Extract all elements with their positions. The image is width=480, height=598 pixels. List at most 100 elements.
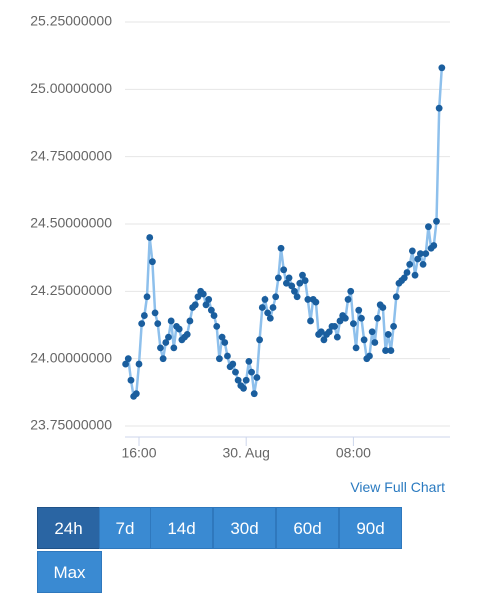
point	[360, 336, 368, 344]
x-tick-label: 08:00	[336, 445, 371, 461]
point	[256, 336, 263, 344]
y-tick-label: 24.75000000	[30, 147, 112, 163]
point	[224, 352, 231, 360]
point	[216, 355, 223, 363]
point	[285, 274, 293, 282]
point	[331, 322, 339, 330]
point	[199, 290, 207, 298]
point	[390, 322, 397, 330]
point	[269, 304, 277, 311]
point	[170, 344, 178, 352]
point	[307, 317, 314, 325]
point	[127, 376, 135, 384]
point	[325, 328, 333, 336]
point	[159, 355, 167, 363]
point	[387, 347, 395, 354]
point	[288, 282, 296, 290]
point	[417, 250, 424, 258]
point	[167, 317, 175, 325]
point	[149, 258, 156, 266]
range-button[interactable]: 14d	[150, 507, 213, 549]
point	[234, 376, 242, 384]
point	[250, 390, 258, 398]
point	[124, 355, 132, 363]
point	[296, 279, 304, 287]
point	[261, 296, 269, 303]
point	[194, 293, 202, 301]
point	[352, 344, 360, 352]
point	[358, 314, 365, 322]
point	[277, 244, 285, 252]
point	[242, 376, 250, 384]
point	[333, 333, 341, 341]
point	[312, 298, 320, 306]
point	[366, 352, 373, 360]
range-button[interactable]: 60d	[276, 507, 339, 549]
point	[368, 328, 376, 336]
point	[371, 339, 379, 346]
point	[408, 247, 416, 255]
point	[146, 234, 154, 241]
point	[266, 314, 274, 322]
range-button[interactable]: 90d	[339, 507, 402, 549]
y-tick-label: 24.25000000	[30, 282, 112, 298]
point	[438, 64, 446, 72]
point	[175, 325, 183, 333]
point	[143, 293, 151, 301]
point	[355, 306, 363, 314]
point	[253, 374, 261, 381]
x-tick-label: 30. Aug	[222, 445, 270, 461]
range-button[interactable]: 30d	[213, 507, 276, 549]
point	[245, 357, 253, 365]
point	[258, 304, 266, 311]
point	[283, 279, 290, 287]
point	[317, 328, 325, 336]
point	[384, 331, 392, 338]
point	[320, 336, 328, 344]
point	[264, 309, 272, 317]
point	[229, 360, 237, 368]
point	[406, 261, 414, 268]
point	[218, 333, 226, 341]
point	[379, 304, 387, 311]
point	[213, 322, 221, 330]
point	[336, 317, 344, 325]
point	[248, 368, 255, 376]
range-button[interactable]: Max	[37, 551, 102, 593]
point	[425, 223, 432, 231]
y-tick-label: 25.25000000	[30, 13, 112, 29]
point	[301, 277, 309, 284]
view-full-chart-link[interactable]: View Full Chart	[350, 479, 445, 495]
point	[430, 242, 438, 249]
point	[240, 384, 247, 392]
y-tick-label: 25.00000000	[30, 80, 112, 96]
point	[202, 301, 210, 309]
point	[210, 312, 218, 319]
y-tick-label: 24.00000000	[30, 349, 112, 365]
point	[422, 250, 430, 258]
point	[435, 104, 443, 112]
point	[304, 296, 312, 303]
point	[274, 274, 282, 282]
point	[344, 296, 352, 303]
range-button[interactable]: 24h	[37, 507, 100, 549]
point	[154, 320, 162, 328]
point	[157, 344, 164, 352]
point	[433, 217, 440, 225]
point	[299, 271, 306, 279]
y-tick-label: 24.50000000	[30, 215, 112, 231]
point	[411, 271, 419, 279]
y-tick-label: 23.75000000	[30, 417, 112, 433]
point	[382, 347, 389, 354]
point	[207, 306, 215, 314]
point	[374, 314, 381, 322]
range-button[interactable]: 7d	[99, 507, 151, 549]
point	[122, 360, 129, 368]
point	[403, 269, 411, 276]
point	[341, 314, 349, 322]
point	[350, 320, 357, 328]
point	[414, 255, 422, 263]
point	[205, 296, 213, 303]
point	[272, 293, 280, 301]
